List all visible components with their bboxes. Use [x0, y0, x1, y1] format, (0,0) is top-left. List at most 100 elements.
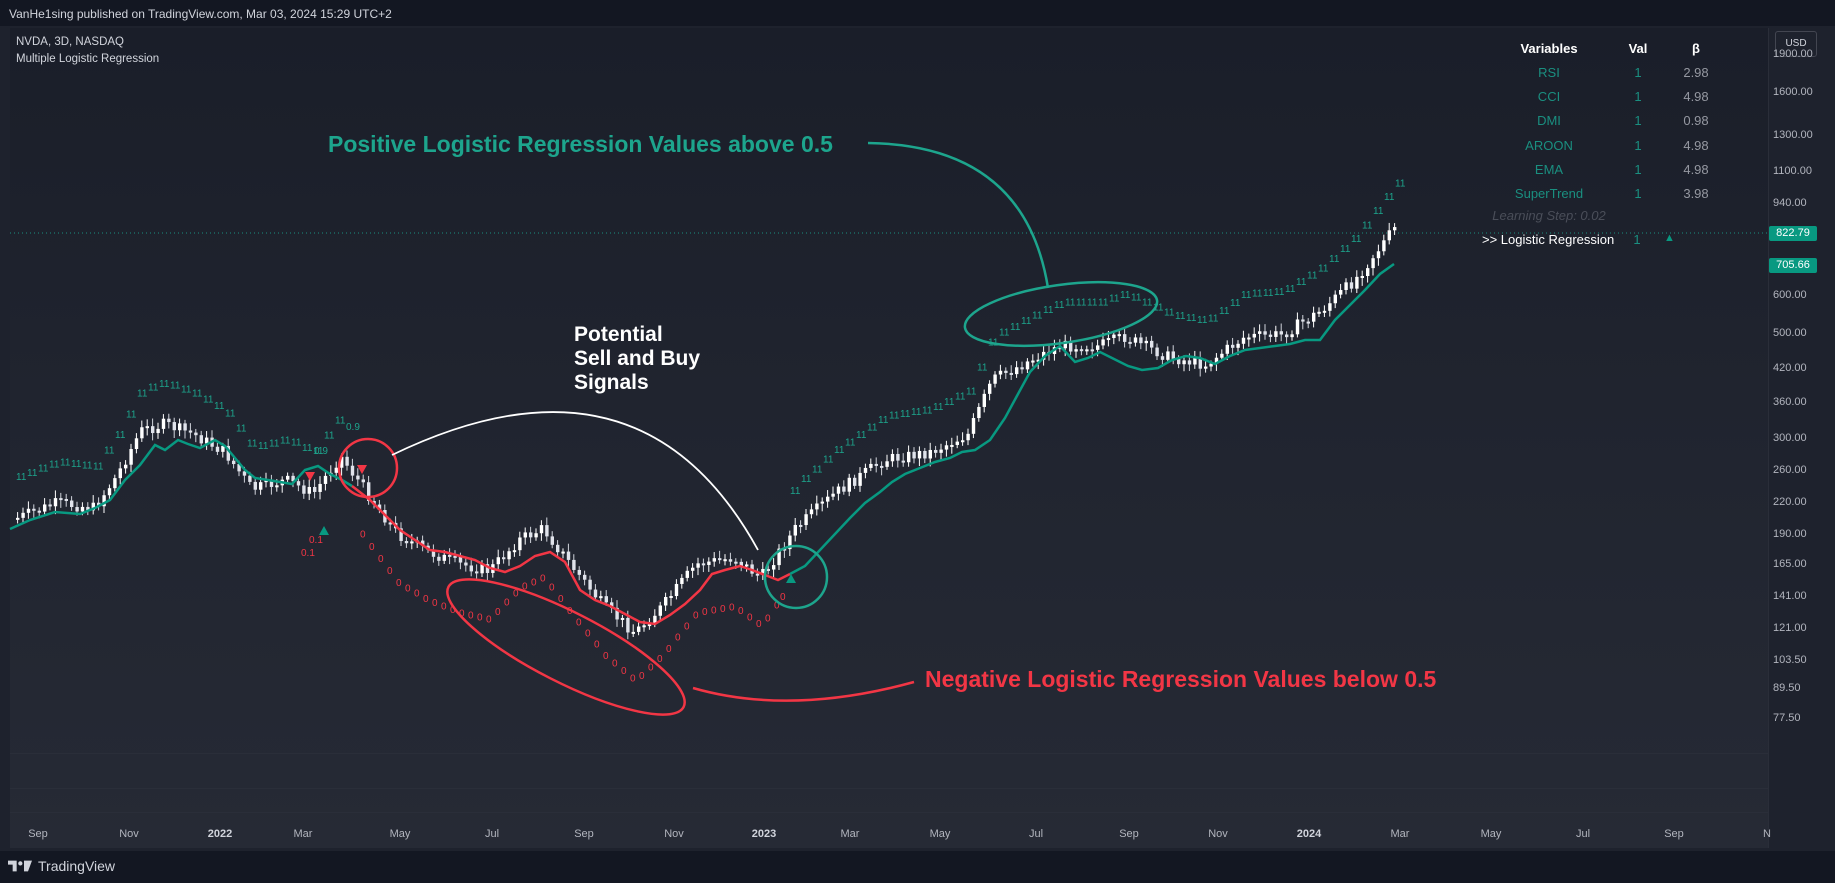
candle: [1268, 334, 1273, 337]
negative-value-marker: 0: [594, 640, 600, 651]
value-label-0-1: 0.1: [301, 548, 315, 559]
symbol-legend[interactable]: NVDA, 3D, NASDAQ Multiple Logistic Regre…: [16, 34, 159, 68]
candle: [485, 564, 490, 573]
candle: [199, 435, 203, 444]
negative-values-ellipse: [446, 578, 686, 716]
candle: [550, 536, 554, 545]
chart-frame[interactable]: [10, 28, 1768, 848]
price-label: 420.00: [1773, 362, 1807, 374]
teal-regression-line-2: [789, 262, 1395, 576]
candle: [944, 445, 949, 450]
candle: [226, 445, 230, 461]
positive-value-marker: 11: [878, 415, 889, 426]
positive-value-marker: 11: [999, 328, 1010, 339]
table-variable-beta: 4.98: [1683, 89, 1709, 105]
tradingview-brand[interactable]: TradingView: [8, 858, 115, 874]
negative-value-marker: 0: [405, 583, 411, 594]
positive-value-marker: 11: [1153, 303, 1164, 314]
negative-value-marker: 0: [477, 612, 483, 623]
price-axis-border: [1768, 28, 1769, 848]
candle: [221, 445, 225, 452]
price-label: 220.00: [1773, 496, 1807, 508]
candle: [604, 596, 608, 603]
candle: [1074, 349, 1078, 352]
candle: [302, 485, 306, 494]
candle: [1031, 360, 1035, 363]
candle: [907, 451, 911, 463]
candle: [1263, 331, 1267, 335]
price-label: 1900.00: [1773, 48, 1813, 60]
candle: [658, 605, 662, 616]
last-price-tag: 822.79: [1769, 226, 1817, 241]
negative-value-marker: 0: [693, 610, 699, 621]
candle: [534, 533, 538, 538]
negative-value-marker: 0: [756, 619, 762, 630]
candle: [858, 472, 862, 486]
candle: [998, 370, 1003, 375]
candle: [977, 406, 981, 419]
signals-line-2: Sell and Buy: [574, 347, 701, 370]
negative-value-marker: 0: [378, 554, 384, 565]
candle: [178, 423, 182, 431]
candle: [1306, 321, 1310, 324]
candle: [664, 597, 668, 606]
candle: [161, 418, 166, 429]
candle: [583, 574, 587, 580]
line-price-tag: 705.66: [1769, 258, 1817, 273]
negative-value-marker: 0: [765, 613, 771, 624]
candle: [728, 559, 733, 562]
candle: [745, 564, 749, 567]
candle: [237, 464, 241, 472]
negative-annotation: Negative Logistic Regression Values belo…: [925, 666, 1437, 692]
candle: [1236, 343, 1240, 348]
price-label: 190.00: [1773, 528, 1807, 540]
positive-value-marker: 11: [214, 401, 225, 412]
candle: [421, 540, 425, 546]
candle: [831, 493, 835, 497]
candle: [91, 502, 95, 511]
candle: [232, 460, 236, 465]
positive-value-marker: 11: [148, 382, 159, 393]
negative-value-marker: 0: [486, 614, 492, 625]
candle: [615, 607, 619, 620]
candle: [1328, 303, 1332, 311]
negative-value-marker: 0: [621, 666, 627, 677]
candle: [253, 481, 257, 490]
publish-info: VanHe1sing published on TradingView.com,…: [9, 7, 392, 21]
candle: [410, 541, 414, 544]
currency-button[interactable]: USD: [1775, 31, 1817, 57]
candle: [1096, 345, 1100, 350]
positive-value-marker: 11: [1076, 298, 1087, 309]
candle: [367, 482, 371, 502]
candle: [1355, 276, 1359, 289]
candle: [442, 554, 446, 561]
candle: [469, 565, 473, 572]
candle: [318, 483, 322, 492]
negative-value-marker: 0: [432, 598, 438, 609]
time-label: Jul: [1028, 828, 1044, 840]
positive-value-marker: 11: [1175, 311, 1186, 322]
candle: [1231, 344, 1235, 348]
signals-arrow: [391, 411, 759, 551]
candle: [1166, 351, 1170, 360]
candle: [1058, 347, 1062, 350]
candle: [1117, 334, 1121, 337]
indicator-title: Multiple Logistic Regression: [16, 53, 160, 65]
positive-value-marker: 11: [1032, 311, 1043, 322]
candle: [593, 589, 598, 598]
signals-annotation: Potential Sell and Buy Signals: [574, 323, 774, 395]
negative-value-marker: 0: [522, 582, 528, 593]
time-label: Mar: [1390, 828, 1410, 840]
positive-value-marker: 11: [1098, 297, 1109, 308]
candle: [572, 559, 576, 570]
candle: [356, 475, 360, 480]
table-variable-beta: 3.98: [1683, 186, 1709, 201]
candle: [1004, 370, 1008, 373]
positive-value-marker: 11: [324, 431, 335, 442]
candle: [1009, 372, 1013, 375]
candle: [966, 433, 970, 441]
table-header-beta: β: [1692, 41, 1700, 56]
teal-regression-line: [9, 438, 353, 531]
sell-arrow-marker-2: [357, 465, 367, 474]
